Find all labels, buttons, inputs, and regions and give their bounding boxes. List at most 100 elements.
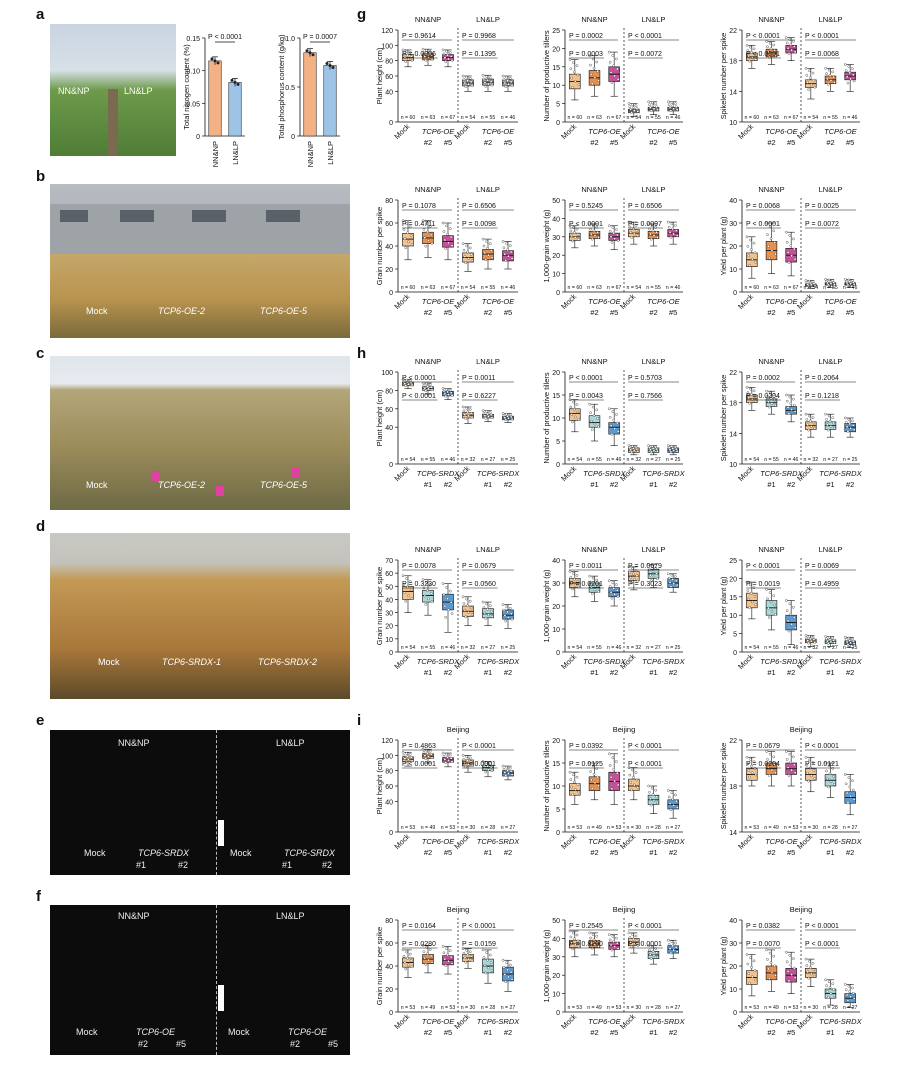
y-tick-label: 0.05 xyxy=(186,101,200,108)
data-point xyxy=(805,964,809,967)
n-label: n = 54 xyxy=(568,457,583,463)
data-point xyxy=(615,583,618,586)
y-tick-label: 40 xyxy=(385,597,393,604)
data-point xyxy=(505,605,508,608)
data-point xyxy=(773,241,776,244)
data-point xyxy=(593,422,597,426)
data-point xyxy=(502,767,506,771)
data-point xyxy=(592,414,596,417)
p-value-right-2: P < 0.0001 xyxy=(462,761,496,768)
data-point xyxy=(748,401,751,405)
data-point xyxy=(430,960,434,964)
y-tick-label: 60 xyxy=(385,941,393,948)
p-value-right-1: P = 0.5703 xyxy=(628,375,662,382)
data-point xyxy=(627,220,631,224)
data-point xyxy=(448,753,452,757)
data-point xyxy=(766,45,769,49)
data-point xyxy=(655,105,658,109)
data-point xyxy=(629,576,633,579)
data-point xyxy=(487,768,490,772)
data-point xyxy=(401,948,405,952)
x-label-line: #1 xyxy=(484,668,492,677)
data-point xyxy=(484,416,488,420)
data-point xyxy=(575,403,579,406)
data-point xyxy=(852,428,856,432)
data-point xyxy=(510,84,514,87)
data-point xyxy=(846,81,850,85)
p-value-left-2: P = 0.0043 xyxy=(569,393,603,400)
data-point xyxy=(406,231,409,235)
photo-f-label-4: #5 xyxy=(176,1039,187,1049)
n-label: n = 67 xyxy=(441,115,456,121)
data-point xyxy=(786,970,790,973)
data-point xyxy=(612,418,616,422)
n-label: n = 30 xyxy=(804,1005,819,1011)
n-label: n = 67 xyxy=(784,285,799,291)
data-point xyxy=(465,755,468,758)
data-point xyxy=(628,936,632,939)
data-point xyxy=(812,968,816,972)
data-point xyxy=(405,222,408,226)
photo-f-label-5: Mock xyxy=(228,1027,250,1037)
data-point xyxy=(506,769,509,772)
y-tick-label: 20 xyxy=(552,46,560,53)
data-point xyxy=(488,242,492,246)
data-point xyxy=(591,405,595,409)
data-point xyxy=(576,73,580,77)
data-point xyxy=(746,49,750,52)
x-label-mock: Mock xyxy=(392,292,411,311)
data-point xyxy=(610,948,614,952)
data-point xyxy=(450,612,454,615)
data-point xyxy=(674,575,677,578)
data-point xyxy=(768,951,772,955)
n-label: n = 53 xyxy=(607,1005,622,1011)
photo-e-label-1: Mock xyxy=(84,848,106,858)
data-point xyxy=(597,784,600,787)
data-point xyxy=(772,954,776,958)
n-label: n = 55 xyxy=(646,285,661,291)
data-point xyxy=(485,951,488,954)
data-point xyxy=(589,770,592,773)
chart-title: Beijing xyxy=(790,725,813,734)
data-point xyxy=(675,950,679,953)
bar-0 xyxy=(208,60,222,137)
data-point xyxy=(502,966,506,969)
data-point xyxy=(616,783,620,787)
x-label-line: #2 xyxy=(484,308,492,317)
data-point xyxy=(401,750,405,754)
data-point xyxy=(576,783,580,786)
y-axis-label: 1,000-grain weight (g) xyxy=(542,569,551,642)
x-label-line: #2 xyxy=(846,480,854,489)
data-point xyxy=(848,990,852,993)
data-point xyxy=(430,57,434,61)
data-point xyxy=(510,617,514,621)
data-point xyxy=(750,248,753,251)
y-axis-label: Number of productive tillers xyxy=(542,372,551,464)
p-value-left-1: P = 0.0002 xyxy=(746,375,780,382)
photo-field-a: NN&NP LN&LP xyxy=(50,24,176,156)
data-point xyxy=(607,407,611,411)
p-value-left-1: P = 0.0011 xyxy=(569,563,603,570)
data-point xyxy=(634,224,638,227)
data-point xyxy=(410,965,414,969)
chart-h6: 0 5 10 15 20 25 Yield per plant (g) NN&NP LN&LP n… xyxy=(719,540,864,688)
data-point xyxy=(589,63,592,67)
data-point xyxy=(793,626,797,629)
n-label: n = 46 xyxy=(784,457,799,463)
photo-f-label-8: #5 xyxy=(328,1039,339,1049)
data-point xyxy=(747,396,751,400)
x-label-line: #1 xyxy=(484,480,492,489)
x-label-genotype: TCP6-SRDX xyxy=(642,469,686,478)
n-label: n = 54 xyxy=(461,115,476,121)
data-point xyxy=(469,606,473,610)
data-point xyxy=(650,445,654,448)
x-label-line: #2 xyxy=(590,848,598,857)
photo-f-label-6: TCP6-OE xyxy=(288,1027,328,1037)
data-point xyxy=(608,60,612,64)
data-point xyxy=(450,962,454,965)
data-point xyxy=(484,971,488,975)
x-label-genotype: TCP6-SRDX xyxy=(642,1017,686,1026)
photo-e-label-7: #1 xyxy=(282,860,293,870)
data-point xyxy=(449,955,453,959)
